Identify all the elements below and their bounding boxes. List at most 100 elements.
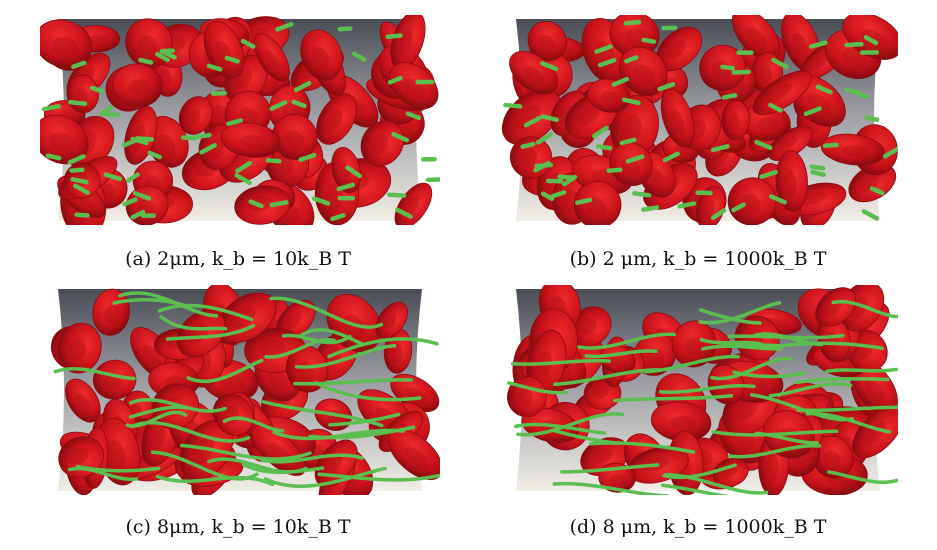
- cell-dimple: [809, 52, 831, 70]
- fiber-segment: [121, 138, 138, 148]
- fiber-segment: [557, 174, 577, 180]
- red-blood-cell: [212, 393, 254, 436]
- fiber-segment: [235, 160, 253, 174]
- cell-dimple: [50, 132, 75, 153]
- fiber-segment: [103, 172, 123, 182]
- fiber-segment: [754, 139, 774, 151]
- cell-dimple: [766, 452, 779, 482]
- cell-dimple: [52, 37, 79, 57]
- fiber-chain: [825, 367, 898, 374]
- red-blood-cell: [815, 287, 857, 327]
- fiber-segment: [224, 55, 240, 64]
- fiber-chain: [155, 474, 275, 487]
- cell-dimple: [239, 135, 267, 150]
- cell-dimple: [128, 79, 151, 97]
- fiber-chain: [507, 381, 569, 395]
- fiber-segment: [71, 60, 87, 69]
- fiber-segment: [810, 169, 828, 178]
- cell-dimple: [685, 337, 706, 357]
- red-blood-cell: [300, 29, 343, 81]
- fiber-chain: [327, 337, 439, 359]
- fiber-chain: [754, 431, 821, 445]
- red-blood-cell: [331, 146, 361, 194]
- fiber-segment: [132, 190, 152, 201]
- cell-dimple: [404, 446, 429, 469]
- fiber-segment: [134, 136, 155, 142]
- red-blood-cell: [721, 100, 750, 141]
- fiber-segment: [809, 164, 827, 171]
- fiber-segment: [265, 158, 283, 164]
- fiber-segment: [240, 38, 257, 50]
- fiber-segment: [592, 125, 610, 139]
- cell-dimple: [211, 104, 228, 122]
- red-blood-cell: [712, 457, 749, 488]
- cell-dimple: [746, 26, 768, 51]
- panel-b-caption: (b) 2 μm, k_b = 1000k_B T: [569, 248, 827, 270]
- fiber-segment: [155, 52, 171, 63]
- fiber-chain: [577, 332, 676, 350]
- cell-dimple: [382, 313, 397, 330]
- red-blood-cell: [389, 62, 439, 110]
- fiber-chain: [720, 341, 786, 349]
- fiber-segment: [550, 190, 567, 199]
- cell-dimple: [592, 385, 609, 399]
- fiber-segment: [731, 69, 751, 75]
- fiber-chain: [831, 299, 898, 319]
- fiber-chain: [698, 308, 762, 325]
- red-blood-cell: [509, 50, 558, 95]
- fiber-chain: [264, 337, 336, 359]
- cell-dimple: [610, 355, 627, 368]
- fiber-segment: [803, 106, 822, 117]
- red-blood-cell: [820, 133, 885, 166]
- red-blood-cell: [573, 180, 622, 225]
- fibers: [503, 19, 898, 222]
- cell-dimple: [86, 34, 109, 46]
- fibers: [53, 291, 440, 488]
- panel-c-image: [40, 285, 440, 495]
- cell-dimple: [578, 317, 597, 335]
- panel-d-caption: (d) 8 μm, k_b = 1000k_B T: [569, 516, 827, 538]
- fiber-segment: [597, 57, 618, 68]
- cell-dimple: [728, 113, 740, 131]
- fiber-segment: [869, 186, 885, 196]
- fiber-segment: [759, 169, 779, 179]
- fiber-chain: [794, 377, 890, 385]
- panel-d-image: [498, 285, 898, 495]
- fiber-segment: [720, 64, 735, 71]
- fiber-segment: [624, 55, 639, 64]
- cell-dimple: [538, 35, 556, 53]
- fiber-segment: [234, 173, 253, 186]
- fiber-segment: [641, 205, 660, 212]
- cell-dimple: [68, 338, 86, 362]
- cell-dimple: [734, 397, 758, 421]
- fiber-segment: [768, 102, 784, 114]
- fiber-segment: [89, 85, 105, 94]
- cell-dimple: [208, 138, 225, 159]
- red-blood-cell: [58, 436, 105, 478]
- cell-dimple: [625, 28, 648, 47]
- fiber-segment: [625, 154, 645, 164]
- red-blood-cell: [124, 105, 158, 165]
- red-blood-cell: [394, 182, 433, 225]
- panel-a-image: [40, 15, 440, 225]
- cell-dimple: [670, 416, 698, 432]
- fiber-segment: [345, 165, 363, 179]
- cell-dimple: [858, 174, 880, 191]
- red-blood-cell: [316, 93, 357, 145]
- fiber-chain: [661, 483, 730, 495]
- fiber-chain: [768, 382, 853, 398]
- cell-dimple: [601, 90, 621, 105]
- fiber-segment: [641, 37, 657, 44]
- cell-dimple: [863, 421, 886, 445]
- fiber-segment: [67, 153, 87, 165]
- cell-dimple: [75, 393, 91, 414]
- cell-dimple: [783, 170, 797, 198]
- fiber-segment: [768, 194, 788, 205]
- fiber-segment: [771, 57, 790, 70]
- fiber-segment: [822, 142, 840, 149]
- cell-dimple: [516, 389, 533, 407]
- fiber-segment: [861, 209, 880, 222]
- red-blood-cell: [112, 63, 163, 108]
- panel-a-caption: (a) 2μm, k_b = 10k_B T: [125, 248, 351, 270]
- cell-dimple: [264, 49, 280, 72]
